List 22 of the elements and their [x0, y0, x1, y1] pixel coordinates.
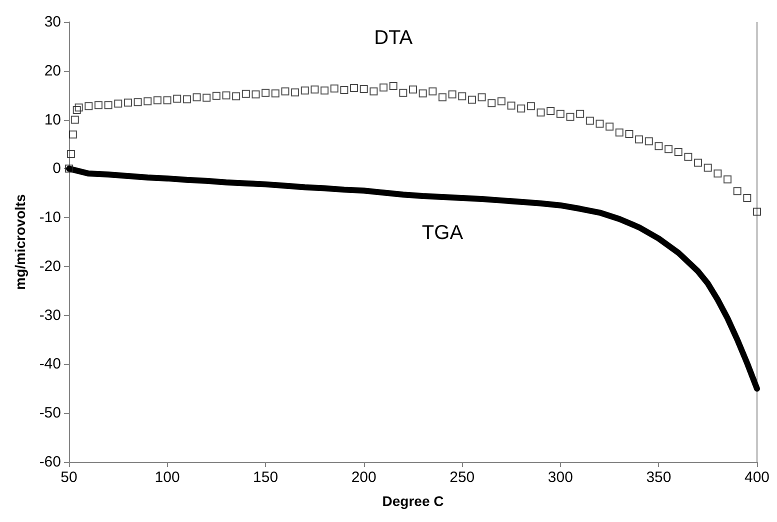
- x-tick-label: 400: [744, 469, 770, 486]
- x-tick-label: 350: [646, 469, 672, 486]
- y-tick-label: -50: [39, 404, 61, 422]
- y-tick-label: -60: [39, 454, 61, 470]
- series-label: TGA: [422, 222, 464, 244]
- y-tick-label: 10: [44, 111, 61, 128]
- series-label: DTA: [374, 27, 414, 50]
- x-tick-label: 250: [450, 469, 475, 486]
- y-tick-label: -20: [39, 258, 61, 275]
- y-tick-label: 0: [52, 160, 61, 178]
- x-tick-label: 200: [351, 469, 376, 486]
- x-tick-label: 300: [548, 469, 573, 486]
- x-tick-label: 150: [253, 469, 278, 486]
- y-tick-label: -30: [39, 306, 61, 324]
- x-axis-title: Degree C: [382, 493, 444, 509]
- y-tick-label: -10: [39, 209, 61, 226]
- y-tick-label: 30: [44, 14, 61, 30]
- x-tick-label: 100: [154, 469, 180, 486]
- y-tick-label: -40: [39, 356, 61, 373]
- x-tick-label: 50: [60, 469, 78, 486]
- y-tick-label: 20: [44, 62, 61, 80]
- y-axis-title: mg/microvolts: [12, 194, 28, 290]
